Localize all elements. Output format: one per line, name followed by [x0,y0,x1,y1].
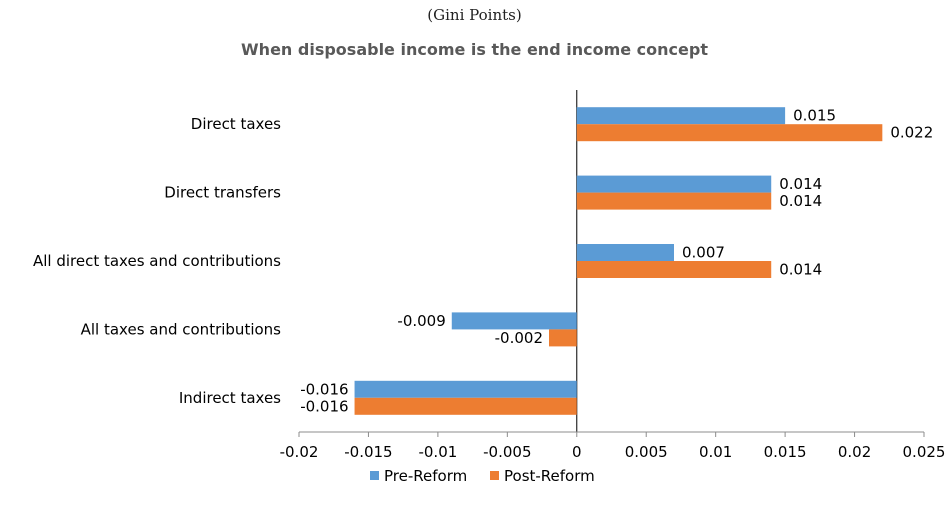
category-label: Direct taxes [191,115,281,133]
data-label: -0.016 [300,397,348,415]
data-label: 0.007 [682,244,725,262]
data-label: 0.014 [779,261,822,279]
legend-swatch [490,471,499,480]
category-label: All taxes and contributions [81,320,282,338]
data-label: 0.022 [890,124,933,142]
x-tick-label: 0 [572,443,582,461]
legend-swatch [370,471,379,480]
data-label: 0.015 [793,107,836,125]
bar-post-reform [576,124,883,142]
category-label: Indirect taxes [179,389,281,407]
x-tick-label: -0.005 [483,443,531,461]
x-tick-label: 0.01 [699,443,732,461]
data-label: 0.014 [779,192,822,210]
x-tick-label: -0.015 [344,443,392,461]
bar-post-reform [549,329,577,347]
x-tick-label: 0.005 [625,443,668,461]
x-tick-label: 0.02 [838,443,871,461]
chart-units-note: (Gini Points) [427,6,522,24]
legend-label: Pre-Reform [384,467,467,485]
bar-pre-reform [576,107,786,125]
bar-pre-reform [451,312,577,330]
category-label: All direct taxes and contributions [33,252,281,270]
bar-post-reform [576,192,772,210]
x-tick-label: -0.02 [280,443,319,461]
data-label: -0.016 [300,380,348,398]
chart-title: When disposable income is the end income… [241,40,708,59]
category-label: Direct transfers [164,184,281,202]
bar-pre-reform [354,380,577,398]
x-tick-label: 0.015 [764,443,807,461]
bar-pre-reform [576,175,772,193]
bar-pre-reform [576,244,674,261]
data-label: -0.002 [495,329,543,347]
bar-post-reform [576,261,772,278]
data-label: -0.009 [397,312,445,330]
bar-post-reform [354,397,577,415]
x-tick-label: 0.025 [903,443,946,461]
legend-label: Post-Reform [504,467,595,485]
x-tick-label: -0.01 [418,443,457,461]
data-label: 0.014 [779,175,822,193]
